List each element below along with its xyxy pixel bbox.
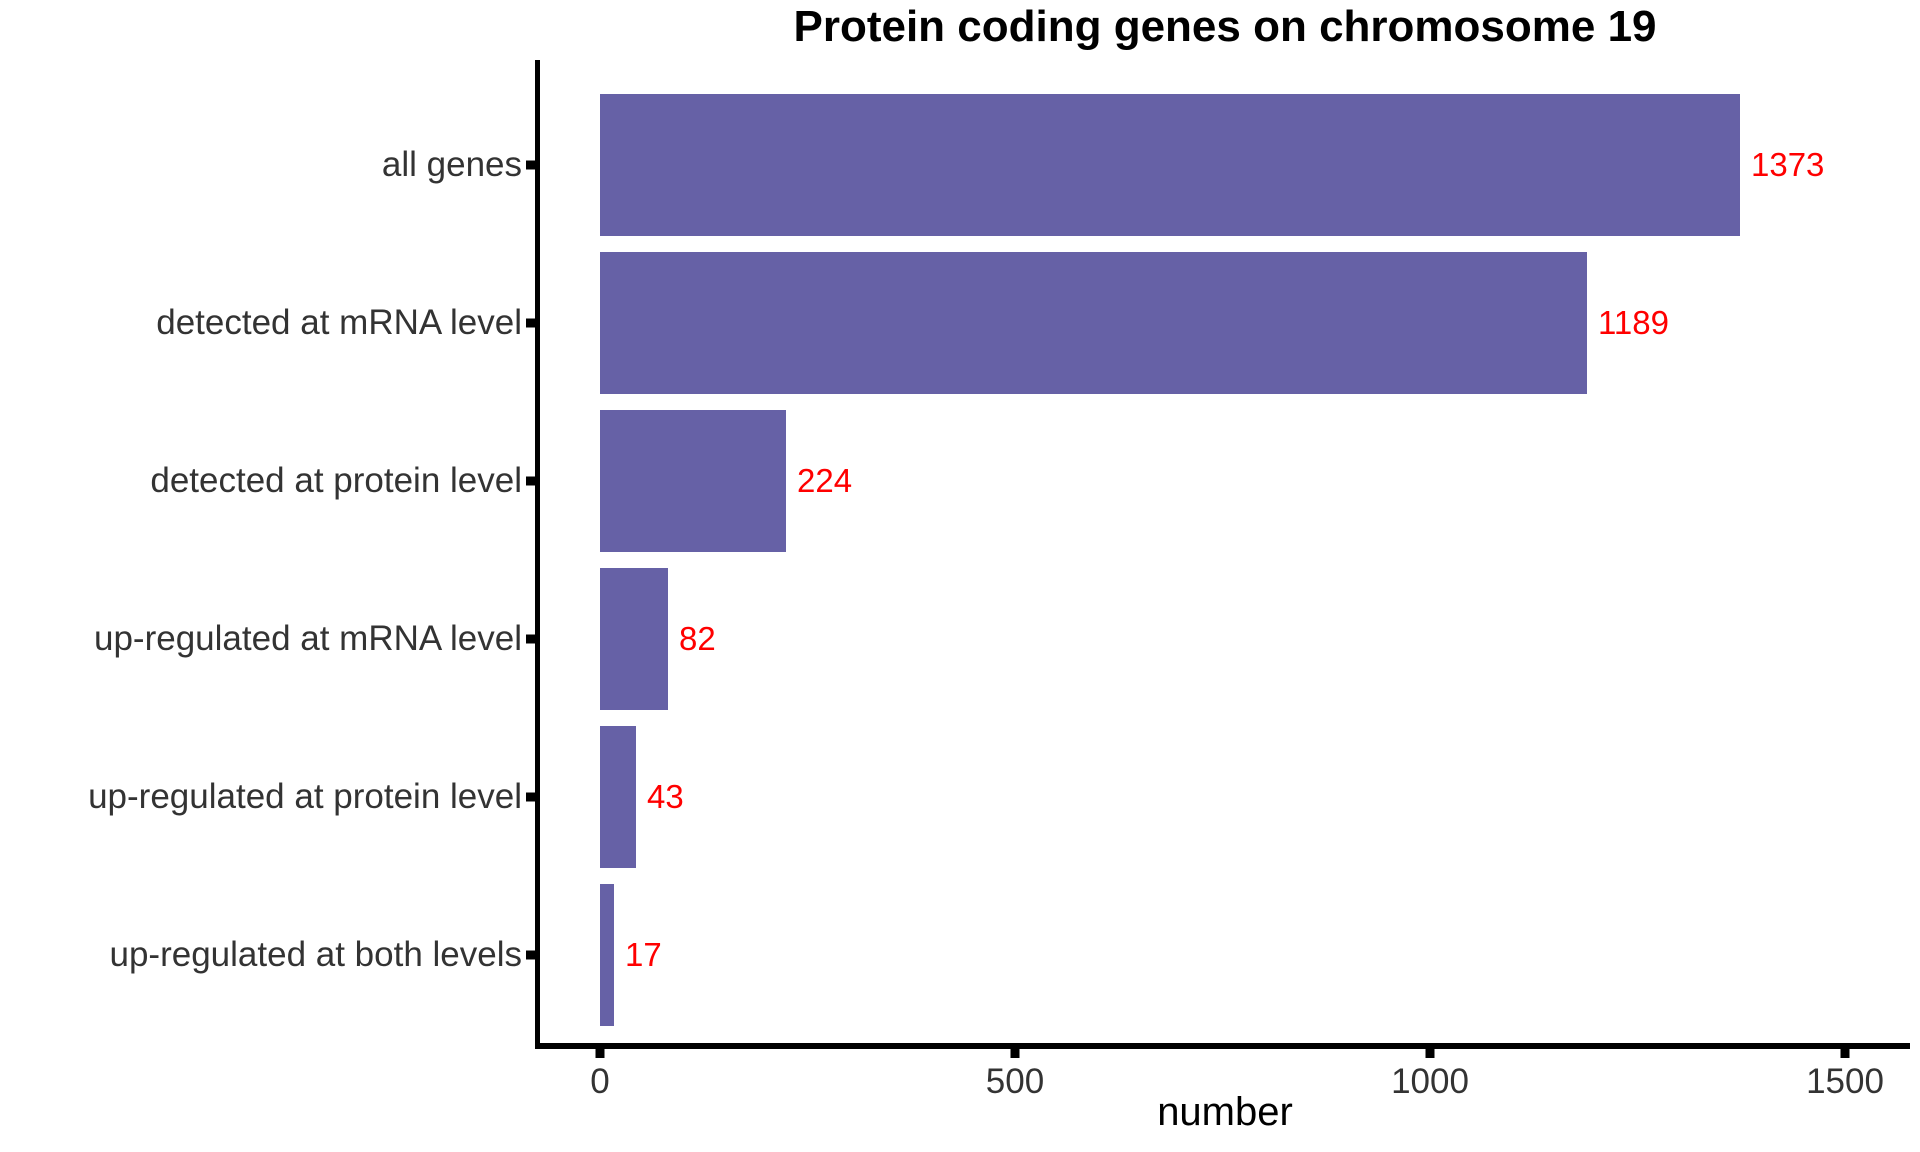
chart-title: Protein coding genes on chromosome 19 bbox=[793, 2, 1657, 51]
x-axis-tick-500 bbox=[1010, 1049, 1020, 1058]
y-axis-category-label-all-genes: all genes bbox=[381, 145, 522, 184]
x-axis-tick-label-1500: 1500 bbox=[1806, 1062, 1884, 1101]
x-axis-tick-label-0: 0 bbox=[590, 1062, 610, 1101]
value-label-up-regulated-at-mrna-level: 82 bbox=[679, 620, 716, 657]
y-axis-category-label-detected-at-protein-level: detected at protein level bbox=[150, 461, 522, 500]
bar-up-regulated-at-both-levels bbox=[600, 884, 614, 1026]
value-label-up-regulated-at-protein-level: 43 bbox=[647, 778, 684, 815]
y-axis-tick-up-regulated-at-both-levels bbox=[526, 950, 535, 960]
x-axis-tick-1500 bbox=[1840, 1049, 1850, 1058]
bar-up-regulated-at-mrna-level bbox=[600, 568, 668, 710]
value-label-detected-at-mrna-level: 1189 bbox=[1598, 304, 1669, 341]
x-axis-tick-label-500: 500 bbox=[985, 1062, 1045, 1101]
value-label-up-regulated-at-both-levels: 17 bbox=[625, 936, 662, 973]
y-axis-tick-all-genes bbox=[526, 160, 535, 170]
plot-panel: 1373 all genes 1189 detected at mRNA level 2… bbox=[88, 60, 1910, 1101]
y-axis-category-label-up-regulated-at-protein-level: up-regulated at protein level bbox=[88, 777, 522, 816]
bar-detected-at-protein-level bbox=[600, 410, 786, 552]
x-axis-tick-label-1000: 1000 bbox=[1391, 1062, 1469, 1101]
x-axis-tick-0 bbox=[595, 1049, 605, 1058]
y-axis-category-label-detected-at-mrna-level: detected at mRNA level bbox=[156, 303, 522, 342]
bar-up-regulated-at-protein-level bbox=[600, 726, 636, 868]
y-axis-category-label-up-regulated-at-both-levels: up-regulated at both levels bbox=[109, 935, 523, 974]
x-axis-tick-1000 bbox=[1425, 1049, 1435, 1058]
y-axis-tick-up-regulated-at-mrna-level bbox=[526, 634, 535, 644]
y-axis-line bbox=[535, 60, 540, 1049]
x-axis-line bbox=[535, 1043, 1910, 1049]
bar-detected-at-mrna-level bbox=[600, 252, 1587, 394]
x-axis-label: number bbox=[1157, 1090, 1293, 1134]
bar-all-genes bbox=[600, 94, 1740, 236]
y-axis-tick-detected-at-protein-level bbox=[526, 476, 535, 486]
value-label-all-genes: 1373 bbox=[1751, 146, 1825, 183]
y-axis-tick-up-regulated-at-protein-level bbox=[526, 792, 535, 802]
y-axis-tick-detected-at-mrna-level bbox=[526, 318, 535, 328]
y-axis-category-label-up-regulated-at-mrna-level: up-regulated at mRNA level bbox=[94, 619, 522, 658]
value-label-detected-at-protein-level: 224 bbox=[797, 462, 853, 499]
